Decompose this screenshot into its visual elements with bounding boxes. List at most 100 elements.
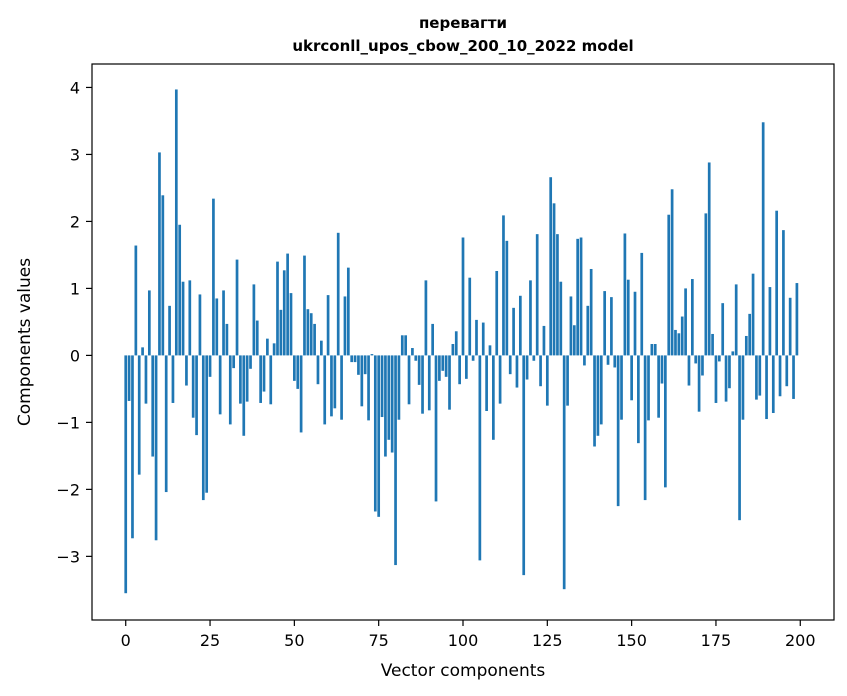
bar-164 [677, 333, 681, 356]
bar-137 [586, 305, 590, 356]
bar-133 [572, 325, 576, 356]
bar-56 [313, 323, 316, 356]
bar-7 [147, 290, 151, 356]
bar-64 [340, 355, 343, 420]
bar-197 [788, 297, 792, 356]
bar-0 [124, 355, 128, 594]
bar-172 [704, 213, 708, 356]
bar-175 [714, 355, 718, 403]
bar-138 [589, 268, 593, 356]
bar-122 [535, 234, 539, 356]
bar-65 [343, 296, 347, 356]
bar-78 [387, 355, 391, 440]
bar-24 [205, 355, 209, 493]
bar-153 [640, 252, 644, 356]
bar-44 [272, 343, 276, 356]
bar-87 [417, 355, 421, 385]
bar-188 [758, 355, 762, 396]
bar-91 [431, 323, 434, 356]
bar-80 [394, 355, 397, 566]
bar-110 [495, 270, 499, 356]
bar-139 [593, 355, 596, 447]
x-tick-label: 0 [121, 631, 131, 650]
bar-125 [545, 355, 549, 406]
bar-170 [697, 355, 701, 412]
bar-154 [643, 355, 647, 501]
bar-128 [556, 234, 559, 356]
bar-77 [384, 355, 387, 457]
bar-148 [623, 233, 627, 356]
bar-142 [603, 291, 607, 356]
bar-194 [778, 355, 782, 397]
bar-157 [653, 344, 657, 356]
bar-69 [357, 355, 360, 375]
y-axis-label: Components values [15, 258, 35, 426]
bar-36 [245, 355, 249, 402]
bar-162 [670, 189, 674, 356]
bar-54 [306, 309, 310, 356]
bar-30 [225, 323, 229, 356]
bar-49 [289, 293, 293, 356]
bar-165 [680, 316, 684, 356]
bar-74 [373, 355, 377, 512]
bar-185 [748, 313, 752, 356]
bar-191 [768, 287, 772, 356]
bar-180 [731, 351, 735, 356]
bar-102 [468, 277, 472, 356]
bar-1 [127, 355, 131, 401]
bar-51 [296, 355, 300, 389]
bar-67 [350, 355, 354, 363]
bar-123 [539, 355, 542, 387]
x-axis-label: Vector components [381, 661, 546, 681]
bar-149 [626, 279, 630, 356]
bar-26 [212, 198, 215, 356]
bar-82 [400, 335, 404, 356]
bar-23 [201, 355, 205, 501]
x-tick-label: 175 [701, 631, 732, 650]
bar-41 [262, 355, 266, 392]
bar-161 [667, 214, 671, 356]
y-tick-label: −1 [56, 413, 80, 432]
bar-187 [755, 355, 758, 400]
bar-107 [485, 355, 488, 411]
bar-52 [299, 355, 303, 433]
bar-111 [498, 355, 502, 404]
bar-109 [492, 355, 495, 440]
x-tick-label: 25 [200, 631, 220, 650]
bar-135 [579, 237, 583, 356]
bar-43 [269, 355, 273, 405]
bar-127 [552, 203, 556, 356]
bar-55 [309, 313, 313, 356]
bar-120 [529, 280, 532, 356]
x-tick-label: 75 [369, 631, 389, 650]
bar-28 [218, 355, 222, 415]
y-tick-label: −2 [56, 480, 80, 499]
y-tick-label: −3 [56, 547, 80, 566]
bar-115 [512, 307, 515, 356]
bar-147 [620, 355, 623, 420]
bar-145 [613, 355, 617, 368]
bar-25 [208, 355, 212, 377]
bar-150 [630, 355, 633, 401]
bars-group [124, 89, 799, 594]
bar-108 [488, 345, 492, 356]
bar-62 [333, 355, 337, 409]
bar-167 [687, 355, 691, 386]
y-tick-label: 2 [70, 212, 80, 231]
bar-29 [222, 290, 225, 356]
bar-156 [650, 344, 654, 356]
bar-89 [424, 280, 428, 356]
bar-117 [518, 295, 522, 356]
bar-58 [320, 340, 323, 356]
bar-21 [195, 355, 198, 436]
bar-84 [407, 355, 411, 405]
bar-38 [252, 284, 256, 356]
bar-183 [741, 355, 745, 420]
bar-15 [174, 89, 178, 356]
bar-105 [478, 355, 482, 561]
bar-37 [249, 355, 252, 369]
bar-100 [461, 237, 465, 356]
bar-5 [141, 347, 144, 356]
bar-124 [542, 325, 546, 356]
bar-59 [323, 355, 327, 425]
